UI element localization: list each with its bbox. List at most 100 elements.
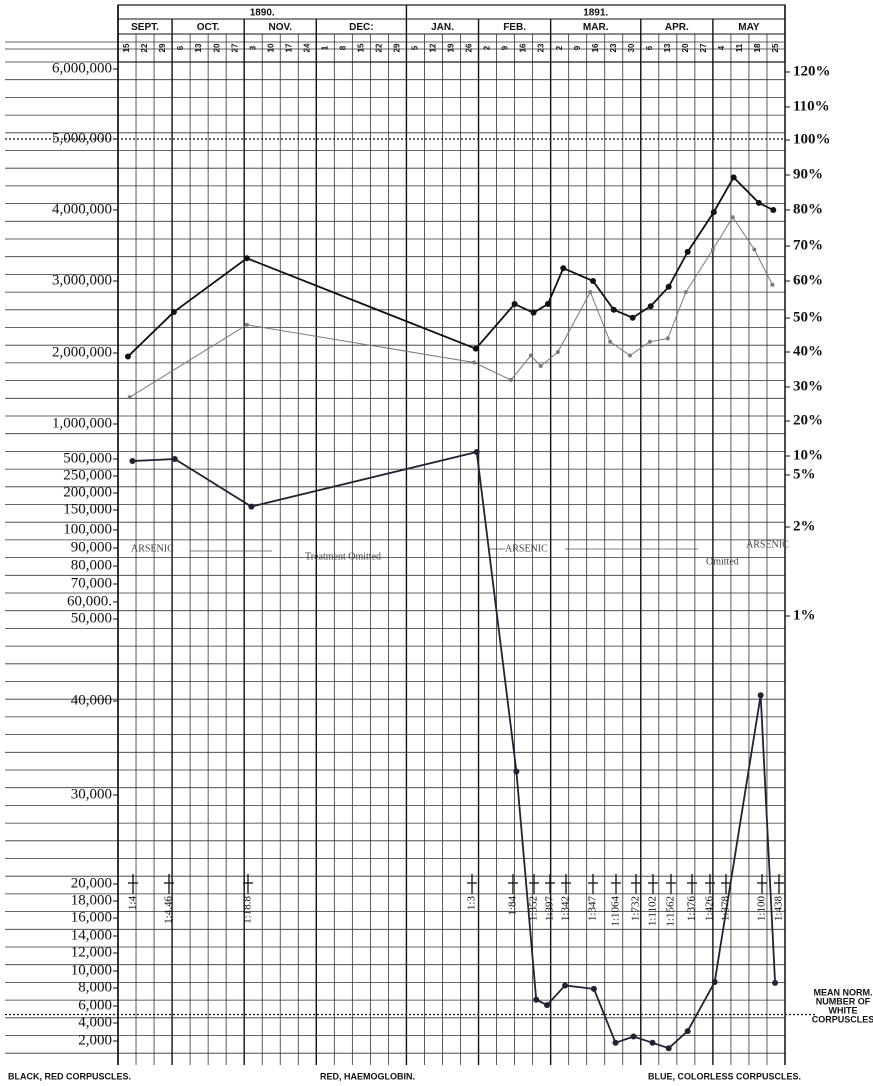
data-point <box>684 248 691 255</box>
data-point <box>770 207 777 213</box>
month-label: OCT. <box>197 22 220 33</box>
y-tick-label: 2,000,000 <box>52 344 112 360</box>
day-label: 20 <box>212 43 221 52</box>
data-point <box>612 1039 619 1046</box>
data-point <box>710 209 717 216</box>
data-point <box>243 255 250 262</box>
y-tick-label: 4,000 <box>78 1014 112 1030</box>
data-point <box>472 360 477 365</box>
month-label: MAY <box>738 22 760 33</box>
data-point <box>538 364 543 368</box>
y-tick-label: 80,000 <box>71 557 112 573</box>
y-tick-label: 30,000 <box>71 786 112 802</box>
ratio-label: 1:376 <box>686 896 698 922</box>
data-point <box>508 378 513 382</box>
data-point <box>248 503 255 510</box>
y2-tick-label: 90% <box>793 166 823 182</box>
data-point <box>649 1039 656 1046</box>
month-label: SEPT. <box>131 22 159 33</box>
data-point <box>171 456 178 462</box>
data-point <box>629 314 636 321</box>
data-point <box>544 301 551 308</box>
day-label: 15 <box>356 43 365 52</box>
y2-tick-label: 5% <box>793 466 816 482</box>
data-point <box>627 353 632 358</box>
y2-tick-label: 120% <box>793 63 831 79</box>
data-point <box>770 282 775 287</box>
data-point <box>244 322 249 327</box>
day-label: 9 <box>573 45 582 50</box>
ratio-label: 1:732 <box>630 896 642 921</box>
y-tick-label: 12,000 <box>71 944 112 960</box>
annotation: ARSENIC <box>746 539 789 550</box>
data-point <box>665 1045 672 1052</box>
day-label: 1 <box>320 45 329 50</box>
year-label: 1890. <box>250 8 275 19</box>
y-tick-label: 3,000,000 <box>52 272 112 288</box>
day-label: 16 <box>591 43 600 52</box>
annotation: ARSENIC <box>131 543 174 554</box>
ratio-label: 1:426 <box>704 896 716 922</box>
month-label: JAN. <box>431 22 454 33</box>
day-label: 30 <box>627 43 636 52</box>
ratio-label: 1:347 <box>587 896 599 922</box>
y-tick-label: 50,000 <box>71 610 112 626</box>
data-point <box>544 1002 551 1009</box>
annotation: ARSENIC <box>505 543 548 554</box>
data-point <box>473 449 480 455</box>
y-tick-label: 200,000 <box>63 484 112 500</box>
ratio-label: 1:438 <box>773 896 785 922</box>
ratio-label: 1:4.46 <box>163 896 175 924</box>
y2-tick-label: 20% <box>793 412 823 428</box>
month-label: DEC: <box>349 22 373 33</box>
data-point <box>528 353 533 358</box>
legend-entry: BLUE, COLORLESS CORPUSCLES. <box>648 1071 801 1081</box>
day-label: 2 <box>555 45 564 50</box>
day-label: 19 <box>447 43 456 52</box>
note: WHITE <box>829 1005 858 1015</box>
data-point <box>562 982 569 989</box>
day-label: 29 <box>158 43 167 52</box>
data-point <box>555 350 560 354</box>
y-tick-label: 90,000 <box>71 539 112 555</box>
data-point <box>129 458 136 465</box>
y-tick-label: 20,000 <box>71 875 112 891</box>
y-tick-label: 16,000 <box>71 909 112 925</box>
ratio-label: 1:1562 <box>665 896 677 927</box>
data-point <box>608 339 613 344</box>
y-tick-label: 6,000,000 <box>52 60 112 76</box>
day-label: 20 <box>681 43 690 52</box>
day-label: 29 <box>393 43 402 52</box>
data-point <box>683 290 688 295</box>
data-point <box>665 283 672 290</box>
day-label: 10 <box>266 43 275 52</box>
series-line <box>132 450 776 1050</box>
day-label: 9 <box>501 45 510 50</box>
data-point <box>590 985 597 992</box>
year-label: 1891. <box>583 8 608 19</box>
y-tick-label: 250,000 <box>63 467 112 483</box>
y2-tick-label: 1% <box>793 607 816 623</box>
day-label: 23 <box>537 43 546 52</box>
day-label: 11 <box>735 43 744 52</box>
day-label: 23 <box>609 43 618 52</box>
y2-tick-label: 40% <box>793 343 823 359</box>
y2-tick-label: 60% <box>793 272 823 288</box>
day-label: 24 <box>302 43 311 52</box>
y2-tick-label: 30% <box>793 378 823 394</box>
day-label: 27 <box>230 43 239 52</box>
y2-tick-label: 100% <box>793 131 831 147</box>
ratio-label: 1:3 <box>466 896 478 911</box>
y-tick-label: 6,000 <box>78 997 112 1013</box>
day-label: 5 <box>411 45 420 50</box>
data-point <box>124 353 131 360</box>
month-label: NOV. <box>268 22 292 33</box>
ratio-label: 1:18.8 <box>242 896 254 924</box>
data-point <box>757 692 764 699</box>
y2-tick-label: 80% <box>793 201 823 217</box>
data-point <box>752 247 757 252</box>
y-tick-label: 18,000 <box>71 892 112 908</box>
day-label: 3 <box>248 45 257 50</box>
day-label: 26 <box>465 43 474 52</box>
